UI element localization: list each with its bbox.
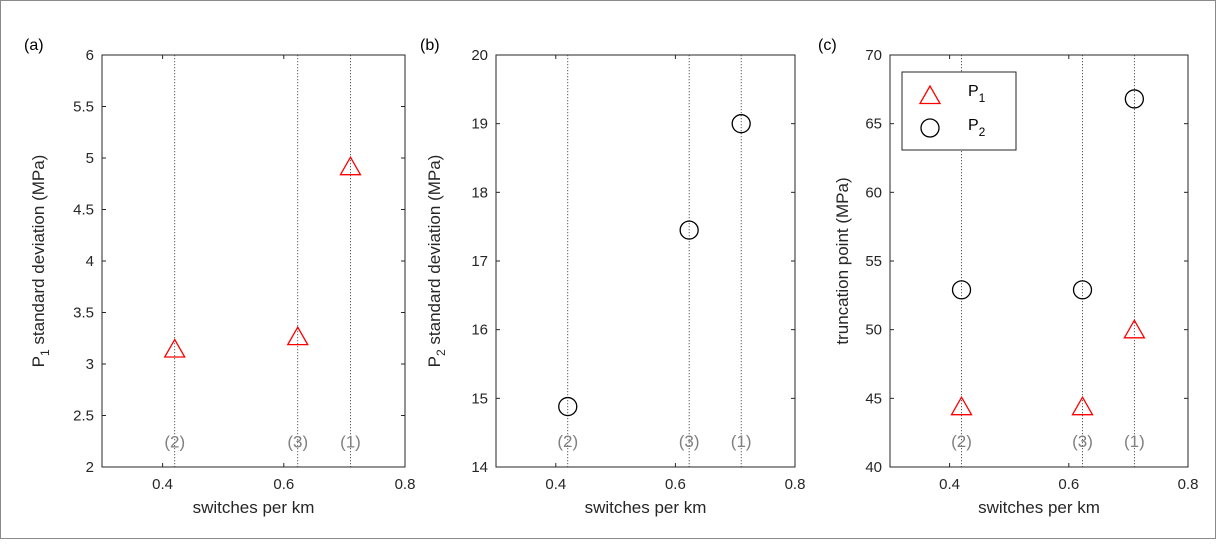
line-annotation: (2)	[164, 432, 185, 451]
data-point-triangle	[1123, 318, 1146, 339]
panel-label: (b)	[420, 37, 440, 54]
line-annotation: (1)	[340, 432, 361, 451]
data-point-triangle	[286, 325, 309, 346]
legend-marker-triangle	[918, 84, 942, 105]
line-annotation: (3)	[1072, 432, 1093, 451]
y-tick-label: 3	[86, 356, 94, 373]
data-point-circle	[1072, 280, 1093, 300]
data-point-triangle	[950, 395, 973, 416]
y-tick-label: 2	[86, 459, 94, 476]
y-tick-label: 70	[865, 47, 882, 64]
x-axis-label: switches per km	[585, 498, 707, 517]
y-tick-label: 60	[865, 184, 882, 201]
y-tick-label: 4	[86, 253, 94, 270]
x-tick-label: 0.4	[545, 476, 566, 493]
legend-label: P2	[968, 117, 986, 139]
y-tick-label: 17	[471, 253, 488, 270]
data-point-circle	[1124, 89, 1145, 109]
y-axis-label: truncation point (MPa)	[833, 177, 852, 344]
data-point-triangle	[163, 338, 186, 358]
panel-label: (c)	[818, 37, 837, 54]
y-tick-label: 20	[471, 47, 488, 64]
legend-box	[901, 71, 1017, 151]
panel-label: (a)	[24, 37, 44, 54]
line-annotation: (1)	[1124, 432, 1145, 451]
y-tick-label: 14	[471, 459, 488, 476]
legend-marker-circle	[920, 118, 940, 138]
x-tick-label: 0.6	[1058, 476, 1079, 493]
x-tick-label: 0.6	[665, 476, 686, 493]
line-annotation: (2)	[951, 432, 972, 451]
y-tick-label: 19	[471, 116, 488, 133]
line-annotation: (1)	[731, 432, 752, 451]
y-tick-label: 4.5	[73, 202, 94, 219]
panel-b: 14 15 16 17 18 19 20 0.4 0.6 0.8 switches per km P2…	[420, 37, 805, 517]
x-axis-label: switches per km	[193, 498, 315, 517]
x-axis-label: switches per km	[978, 498, 1100, 517]
y-tick-label: 15	[471, 390, 488, 407]
y-tick-label: 45	[865, 390, 882, 407]
x-tick-label: 0.8	[1178, 476, 1199, 493]
y-tick-label: 50	[865, 322, 882, 339]
data-point-circle	[731, 114, 751, 134]
x-tick-label: 0.8	[395, 476, 416, 493]
y-tick-label: 5	[86, 150, 94, 167]
axes-box	[101, 54, 406, 468]
axes-box	[495, 54, 796, 468]
y-tick-label: 6	[86, 47, 94, 64]
y-axis-label: P2 standard deviation (MPa)	[425, 155, 448, 368]
data-point-triangle	[339, 155, 362, 176]
y-tick-label: 55	[865, 253, 882, 270]
data-point-triangle	[1071, 395, 1094, 416]
x-tick-label: 0.4	[939, 476, 960, 493]
y-tick-label: 65	[865, 116, 882, 133]
y-tick-label: 3.5	[73, 305, 94, 322]
x-tick-label: 0.8	[785, 476, 806, 493]
legend-label: P1	[968, 83, 986, 105]
x-tick-label: 0.6	[273, 476, 294, 493]
y-tick-label: 2.5	[73, 408, 94, 425]
data-point-circle	[951, 280, 972, 300]
panel-c: 40 45 50 55 60 65 70 0.4 0.6 0.8 switches per km tr…	[818, 37, 1198, 517]
x-tick-label: 0.4	[152, 476, 173, 493]
y-tick-label: 16	[471, 322, 488, 339]
data-point-circle	[679, 220, 699, 240]
y-axis-label: P1 standard deviation (MPa)	[29, 155, 52, 368]
line-annotation: (3)	[679, 432, 700, 451]
line-annotation: (3)	[287, 432, 308, 451]
data-point-circle	[558, 396, 578, 417]
line-annotation: (2)	[557, 432, 578, 451]
y-tick-label: 40	[865, 459, 882, 476]
panel-a: 2 2.5 3 3.5 4 4.5 5 5.5 6 0.4 0.6 0.8 switches per k…	[24, 37, 415, 517]
legend: P1 P2	[901, 71, 1017, 151]
y-tick-label: 5.5	[73, 99, 94, 116]
y-tick-label: 18	[471, 184, 488, 201]
